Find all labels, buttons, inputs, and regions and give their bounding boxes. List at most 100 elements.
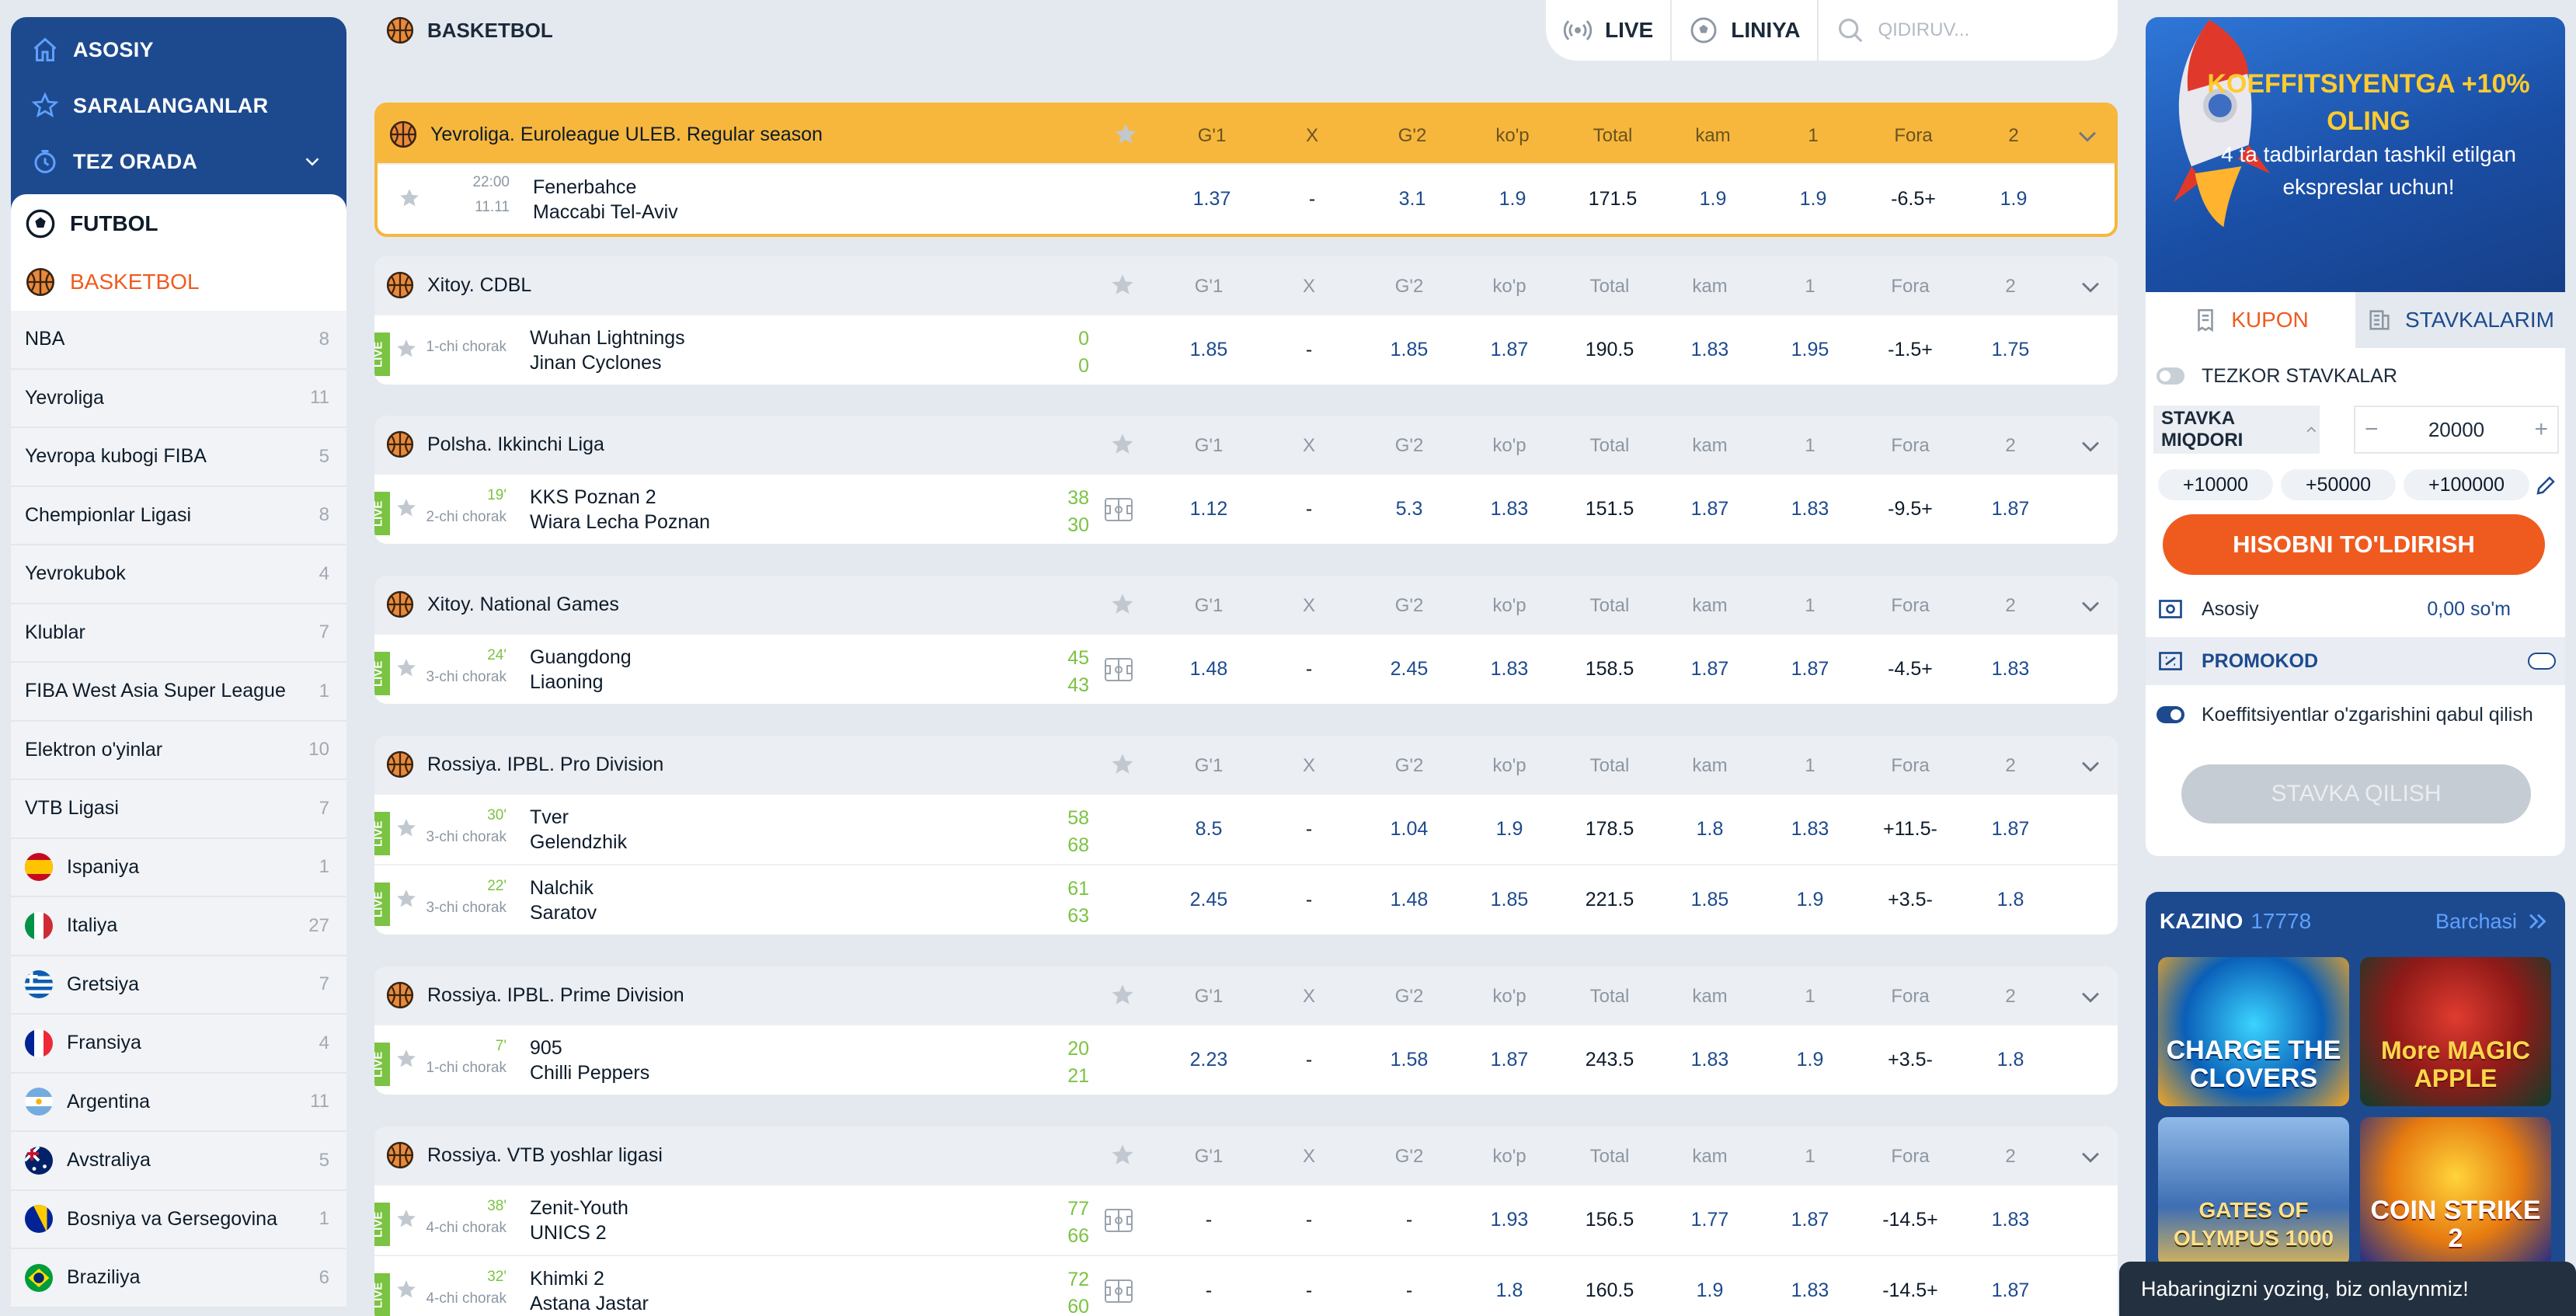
- odds-cell[interactable]: +3.5-: [1888, 1049, 1933, 1071]
- chevron-down-icon[interactable]: [2077, 753, 2104, 779]
- odds-cell[interactable]: 1.87: [1991, 1279, 2030, 1301]
- odds-cell[interactable]: 1.83: [1490, 658, 1529, 680]
- live-switch[interactable]: LIVE: [1546, 0, 1673, 61]
- odds-cell[interactable]: 160.5: [1585, 1279, 1634, 1301]
- odds-cell[interactable]: +3.5-: [1888, 889, 1933, 910]
- favorite-star-icon[interactable]: [395, 816, 418, 840]
- event-row[interactable]: LIVE 19' 2-chi chorak KKS Poznan 2 Wiara Lec…: [374, 473, 2118, 544]
- odds-cell[interactable]: 1.37: [1192, 188, 1231, 210]
- odds-cell[interactable]: 1.85: [1690, 889, 1729, 910]
- chat-widget[interactable]: Habaringizni yozing, biz onlaynmiz!: [2119, 1262, 2576, 1316]
- odds-cell[interactable]: 1.8: [1996, 1049, 2024, 1071]
- odds-cell[interactable]: 1.87: [1490, 339, 1529, 360]
- odds-cell[interactable]: -14.5+: [1882, 1209, 1938, 1231]
- promocode-toggle[interactable]: [2528, 653, 2556, 670]
- league-item[interactable]: Elektron o'yinlar 10: [11, 722, 346, 780]
- odds-cell[interactable]: 3.1: [1398, 188, 1426, 210]
- promocode-row[interactable]: PROMOKOD: [2146, 637, 2565, 685]
- odds-cell[interactable]: 1.9: [1499, 188, 1526, 210]
- league-item[interactable]: NBA 8: [11, 311, 346, 370]
- odds-cell[interactable]: 1.9: [2000, 188, 2028, 210]
- odds-cell[interactable]: 1.93: [1490, 1209, 1529, 1231]
- odds-cell[interactable]: 8.5: [1195, 818, 1223, 840]
- nav-item-soon[interactable]: TEZ ORADA: [11, 134, 346, 190]
- odds-cell[interactable]: 1.87: [1791, 1209, 1829, 1231]
- casino-game-tile[interactable]: COIN STRIKE 2: [2360, 1117, 2551, 1266]
- odds-cell[interactable]: 151.5: [1585, 498, 1634, 520]
- odds-cell[interactable]: 1.83: [1791, 498, 1829, 520]
- odds-cell[interactable]: 1.83: [1991, 658, 2030, 680]
- promo-banner[interactable]: KOEFFITSIYENTGA +10% OLING 4 ta tadbirla…: [2146, 17, 2565, 292]
- liniya-switch[interactable]: LINIYA: [1672, 0, 1819, 61]
- odds-cell[interactable]: 1.9: [1799, 188, 1827, 210]
- odds-cell[interactable]: 1.9: [1699, 188, 1727, 210]
- odds-cell[interactable]: 1.58: [1390, 1049, 1429, 1071]
- odds-cell[interactable]: 156.5: [1585, 1209, 1634, 1231]
- odds-cell[interactable]: +11.5-: [1883, 818, 1937, 840]
- league-item[interactable]: Argentina 11: [11, 1074, 346, 1132]
- group-header[interactable]: Polsha. Ikkinchi Liga G'1 X G'2 ko'p Total kam…: [374, 416, 2118, 473]
- quick-amount-button[interactable]: +10000: [2158, 469, 2273, 500]
- odds-cell[interactable]: 1.83: [1791, 1279, 1829, 1301]
- favorite-star-icon[interactable]: [1109, 431, 1136, 458]
- quick-amount-button[interactable]: +100000: [2404, 469, 2529, 500]
- odds-cell[interactable]: 1.85: [1490, 889, 1529, 910]
- odds-cell[interactable]: 1.83: [1690, 1049, 1729, 1071]
- quick-amount-button[interactable]: +50000: [2281, 469, 2396, 500]
- quick-bets-toggle[interactable]: [2157, 367, 2184, 385]
- odds-cell[interactable]: 1.8: [1495, 1279, 1523, 1301]
- chevron-down-icon[interactable]: [2077, 1144, 2104, 1170]
- odds-cell[interactable]: 158.5: [1585, 658, 1634, 680]
- odds-cell[interactable]: 1.48: [1189, 658, 1228, 680]
- odds-cell[interactable]: 178.5: [1585, 818, 1634, 840]
- favorite-star-icon[interactable]: [1109, 272, 1136, 298]
- odds-cell[interactable]: -14.5+: [1882, 1279, 1938, 1301]
- casino-all-link[interactable]: Barchasi: [2435, 909, 2517, 933]
- event-row[interactable]: LIVE 22' 3-chi chorak Nalchik Saratov 61 63 2.4…: [374, 864, 2118, 935]
- casino-game-tile[interactable]: CHARGE THE CLOVERS: [2158, 957, 2349, 1106]
- group-header[interactable]: Xitoy. National Games G'1 X G'2 ko'p Total kam…: [374, 576, 2118, 633]
- chevron-down-icon[interactable]: [2077, 593, 2104, 619]
- league-item[interactable]: FIBA West Asia Super League 1: [11, 663, 346, 722]
- odds-cell[interactable]: 221.5: [1585, 889, 1634, 910]
- group-header[interactable]: Yevroliga. Euroleague ULEB. Regular seas…: [378, 106, 2115, 163]
- tab-my-bets[interactable]: STAVKALARIM: [2355, 292, 2565, 348]
- odds-cell[interactable]: 2.23: [1189, 1049, 1228, 1071]
- group-header[interactable]: Xitoy. CDBL G'1 X G'2 ko'p Total kam 1 Fora 2: [374, 256, 2118, 314]
- nav-item-favorites[interactable]: SARALANGANLAR: [11, 78, 346, 134]
- league-item[interactable]: Fransiya 4: [11, 1015, 346, 1074]
- favorite-star-icon[interactable]: [1109, 1142, 1136, 1168]
- favorite-star-icon[interactable]: [1112, 121, 1139, 148]
- event-row[interactable]: LIVE 38' 4-chi chorak Zenit-Youth UNICS 2 77 6…: [374, 1184, 2118, 1255]
- sport-item-football[interactable]: FUTBOL: [11, 194, 346, 252]
- court-icon[interactable]: [1105, 658, 1133, 681]
- odds-cell[interactable]: 1.8: [1696, 818, 1724, 840]
- court-icon[interactable]: [1105, 1279, 1133, 1303]
- favorite-star-icon[interactable]: [395, 887, 418, 910]
- odds-cell[interactable]: 1.87: [1991, 818, 2030, 840]
- odds-cell[interactable]: 2.45: [1390, 658, 1429, 680]
- odds-cell[interactable]: 171.5: [1588, 188, 1638, 210]
- event-row[interactable]: LIVE 24' 3-chi chorak Guangdong Liaoning 45 43…: [374, 633, 2118, 704]
- league-item[interactable]: Ispaniya 1: [11, 839, 346, 897]
- double-chevron-right-icon[interactable]: [2525, 908, 2551, 935]
- odds-cell[interactable]: 1.83: [1690, 339, 1729, 360]
- odds-cell[interactable]: 1.87: [1690, 658, 1729, 680]
- chevron-down-icon[interactable]: [2077, 984, 2104, 1010]
- tab-coupon[interactable]: KUPON: [2146, 292, 2355, 348]
- odds-cell[interactable]: 1.9: [1796, 1049, 1824, 1071]
- league-item[interactable]: Yevropa kubogi FIBA 5: [11, 428, 346, 487]
- group-header[interactable]: Rossiya. IPBL. Pro Division G'1 X G'2 ko'p To…: [374, 736, 2118, 793]
- group-header[interactable]: Rossiya. IPBL. Prime Division G'1 X G'2 ko'p…: [374, 966, 2118, 1024]
- odds-cell[interactable]: 1.48: [1390, 889, 1429, 910]
- event-row[interactable]: 22:00 11.11 Fenerbahce Maccabi Tel-Aviv 1.37…: [378, 163, 2115, 234]
- odds-cell[interactable]: -4.5+: [1888, 658, 1933, 680]
- favorite-star-icon[interactable]: [395, 1278, 418, 1301]
- favorite-star-icon[interactable]: [395, 1207, 418, 1231]
- accept-changes-toggle[interactable]: [2157, 706, 2184, 723]
- favorite-star-icon[interactable]: [1109, 982, 1136, 1008]
- odds-cell[interactable]: 1.95: [1791, 339, 1829, 360]
- odds-cell[interactable]: 5.3: [1395, 498, 1423, 520]
- odds-cell[interactable]: 1.87: [1490, 1049, 1529, 1071]
- odds-cell[interactable]: 1.77: [1690, 1209, 1729, 1231]
